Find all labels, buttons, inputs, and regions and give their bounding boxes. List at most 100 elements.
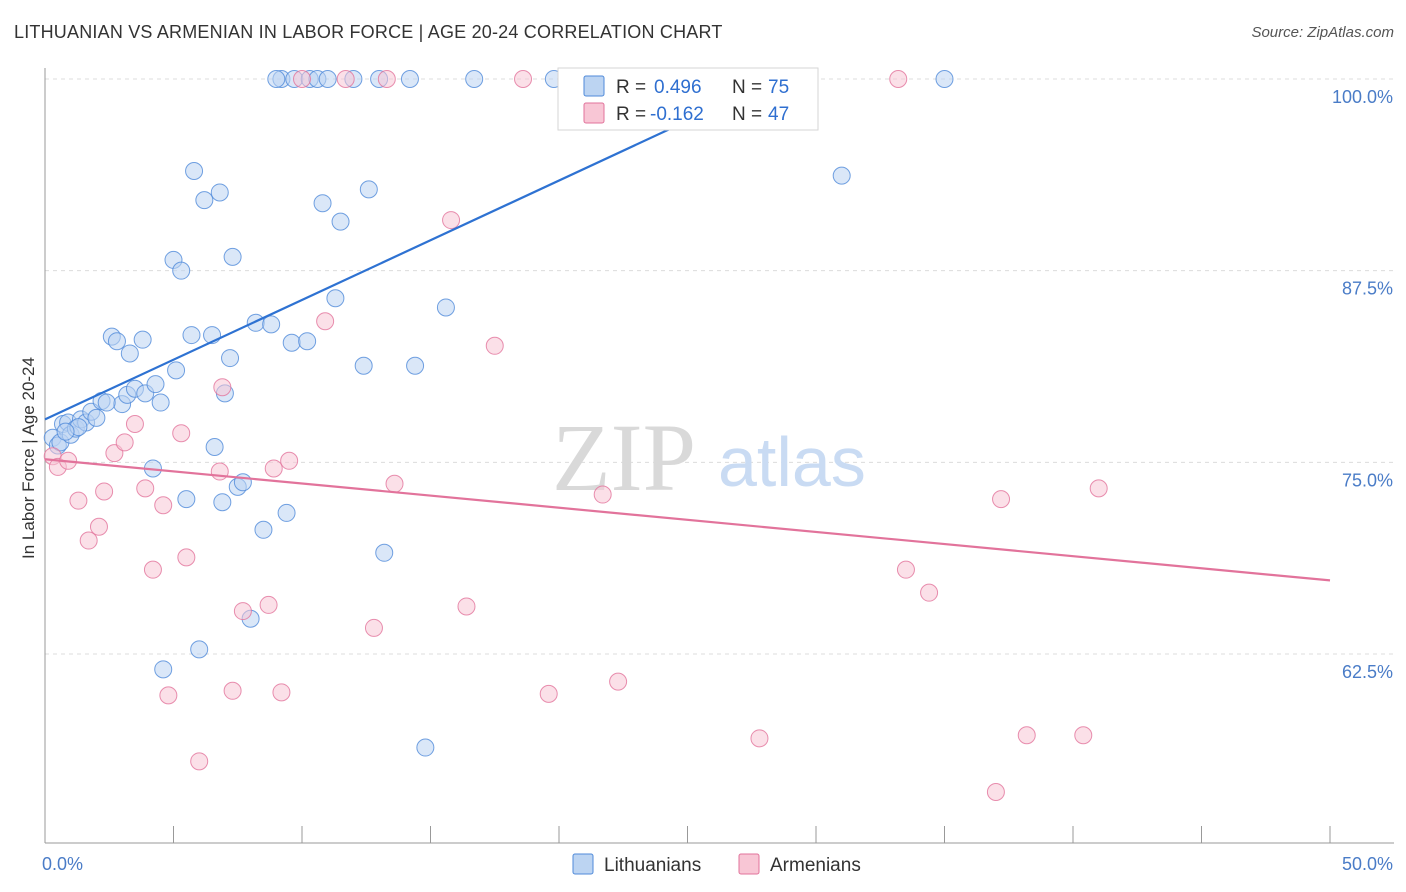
armenian-point [336,70,355,88]
watermark: ZIP atlas [552,404,866,511]
armenian-point [896,560,915,579]
armenian-point [485,336,504,355]
lithuanian-point [107,332,126,351]
lithuanian-point [195,191,214,210]
legend-n-label: N = [732,77,762,98]
legend-swatch-lithuanians [583,75,605,97]
armenian-point [1074,726,1093,745]
lithuanian-point [326,289,345,308]
trend-lines [44,78,1331,582]
x-tick-label: 0.0% [42,854,83,874]
lithuanian-point [190,640,209,659]
y-axis-title: In Labor Force | Age 20-24 [19,357,38,559]
lithuanian-trend-line [44,78,778,421]
armenian-point [213,378,232,397]
armenian-point [125,415,144,433]
lithuanian-point [406,356,425,375]
armenian-point [986,783,1005,801]
lithuanian-point [416,738,435,757]
lithuanian-point [246,313,265,332]
lithuanian-point [154,660,173,679]
armenian-point [593,485,612,504]
armenian-point [992,490,1011,509]
y-tick-label: 62.5% [1342,662,1393,682]
armenian-point [1017,726,1036,745]
lithuanian-point [172,261,191,280]
lithuanian-point [935,70,954,88]
source-credit: Source: ZipAtlas.com [1251,24,1394,41]
armenian-point [920,583,939,602]
armenian-point [316,312,335,331]
series-legend-swatch-lithuanians[interactable] [572,853,594,875]
armenian-point [264,459,283,478]
lithuanian-point [313,194,332,213]
armenian-point [364,618,383,637]
armenian-point [154,496,173,515]
lithuanian-point [221,349,240,368]
lithuanian-point [359,180,378,199]
armenian-point [177,548,196,567]
series-legend-swatch-armenians[interactable] [738,853,760,875]
armenian-point [159,686,178,705]
armenian-point [223,681,242,700]
lithuanian-point [331,212,350,231]
lithuanian-point [97,393,116,412]
armenian-point [89,517,108,536]
lithuanian-point [262,315,281,334]
lithuanian-point [375,543,394,562]
armenian-point [172,424,191,443]
armenian-point [69,491,88,510]
lithuanian-point [223,247,242,266]
lithuanian-point [120,344,139,363]
lithuanian-point [254,520,273,539]
armenian-point [115,433,134,452]
armenian-point [210,462,229,481]
lithuanian-point [213,493,232,512]
lithuanian-point [465,70,484,88]
lithuanian-point [205,438,224,456]
armenian-point [293,70,311,88]
legend-r-label: R = [616,104,646,125]
lithuanian-point [267,70,286,88]
armenian-point [136,479,155,498]
lithuanian-point [177,490,196,509]
legend-n-value: 47 [768,104,789,125]
lithuanian-point [182,326,201,345]
armenian-point [539,684,558,703]
lithuanian-point [56,422,75,441]
lithuanian-point [133,330,152,349]
legend-n-label: N = [732,104,762,125]
series-legend: Lithuanians Armenians [572,853,861,876]
lithuanian-point [87,408,106,427]
armenian-point [385,474,404,493]
y-tick-label: 75.0% [1342,470,1393,490]
series-legend-label[interactable]: Lithuanians [604,855,701,876]
legend-r-value: -0.162 [650,104,704,125]
legend-n-value: 75 [768,77,789,98]
armenian-point [280,451,299,470]
x-tick-labels: 0.0% 50.0% [42,854,1393,874]
armenian-point [442,211,461,230]
armenian-point [190,752,209,771]
armenian-point [457,597,476,616]
legend-r-value: 0.496 [654,77,702,98]
chart-title: LITHUANIAN VS ARMENIAN IN LABOR FORCE | … [14,22,723,42]
series-legend-label[interactable]: Armenians [770,855,861,876]
lithuanian-point [354,356,373,375]
lithuanian-point [282,333,301,352]
armenian-point [259,595,278,614]
armenian-point [272,683,291,702]
legend-swatch-armenians [583,102,605,124]
armenian-point [377,70,396,88]
armenian-point [514,70,533,88]
lithuanian-point [400,70,419,88]
x-tick-label: 50.0% [1342,854,1393,874]
armenian-point [143,560,162,579]
y-tick-label: 87.5% [1342,279,1393,299]
lithuanian-point [167,361,186,380]
watermark-zip: ZIP [552,404,696,511]
lithuanian-point [436,298,455,317]
armenian-point [889,70,908,88]
lithuanian-point [210,183,229,202]
